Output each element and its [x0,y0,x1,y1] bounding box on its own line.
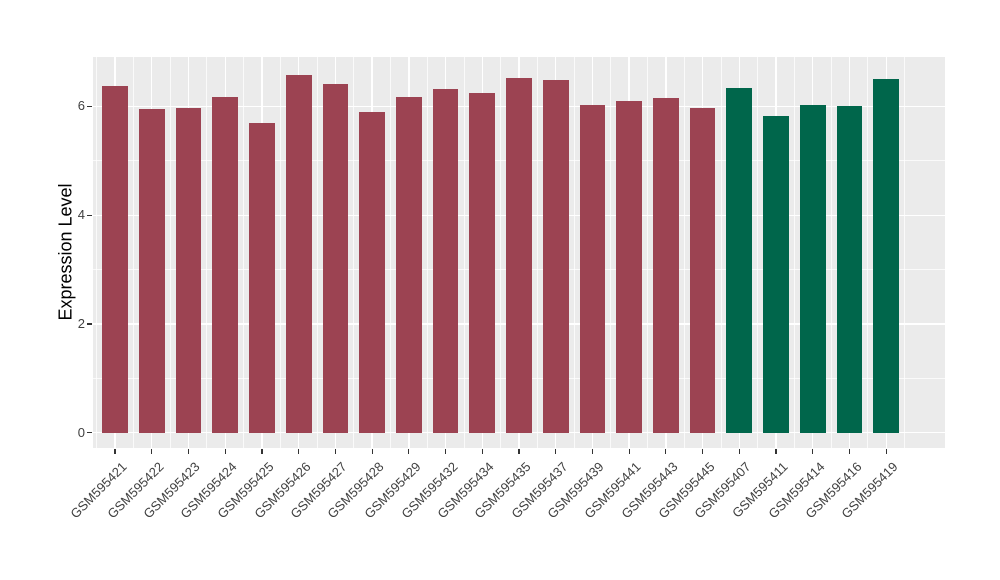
gridline-minor-x-5 [279,57,281,448]
bar-GSM595419 [873,78,900,433]
gridline-minor-x-19 [794,57,795,448]
y-tick-label-2: 2 [77,316,85,331]
gridline-minor-x-14 [610,57,612,448]
gridline-minor-x-21 [867,57,869,448]
x-tick-GSM595407 [738,449,740,454]
gridline-minor-x-17 [720,57,722,448]
bar-GSM595407 [726,87,753,433]
y-tick-label-6: 6 [77,98,85,114]
x-tick-GSM595414 [812,449,814,454]
bar-GSM595425 [249,123,275,433]
x-tick-label-GSM595419: GSM595419 [690,458,901,521]
bar-GSM595429 [395,96,422,433]
gridline-minor-x-22 [904,57,906,448]
x-tick-GSM595421 [114,449,116,454]
bar-GSM595411 [763,115,789,433]
x-tick-GSM595445 [702,449,704,454]
bar-GSM595424 [212,97,239,433]
x-tick-GSM595437 [555,449,557,454]
y-tick-label-0: 0 [77,424,85,440]
bar-GSM595437 [542,79,569,433]
bar-GSM595423 [175,107,202,433]
y-tick-label-4: 4 [77,207,85,223]
y-tick-0 [87,432,92,434]
x-tick-GSM595443 [665,449,667,454]
bar-GSM595428 [359,111,385,433]
gridline-minor-x-10 [463,57,465,448]
x-tick-GSM595428 [371,449,373,454]
bar-GSM595421 [102,85,128,433]
x-tick-GSM595423 [187,449,190,454]
x-tick-GSM595434 [481,449,483,454]
gridline-minor-x-0 [96,57,98,448]
gridline-minor-x-6 [316,57,318,448]
gridline-minor-x-18 [757,57,759,448]
gridline-minor-x-7 [353,57,355,448]
y-tick-6 [87,105,92,108]
x-tick-GSM595435 [518,449,520,454]
gridline-minor-x-11 [500,57,502,448]
gridline-minor-x-13 [573,57,575,448]
gridline-minor-x-8 [390,57,391,448]
bar-GSM595441 [616,100,643,433]
y-tick-2 [87,323,92,325]
gridline-minor-x-4 [243,57,245,448]
bar-GSM595416 [836,105,863,433]
gridline-minor-x-12 [536,57,538,448]
bar-GSM595435 [506,77,532,433]
bar-GSM595427 [322,83,349,433]
bar-GSM595432 [432,89,459,433]
y-tick-4 [87,214,92,216]
x-tick-label-text-GSM595419: GSM595419 [838,459,901,522]
gridline-minor-x-20 [830,57,832,448]
bar-GSM595445 [689,108,716,433]
bar-GSM595426 [285,74,312,433]
x-tick-GSM595427 [334,449,336,454]
x-tick-GSM595426 [298,449,300,454]
x-tick-GSM595422 [151,449,153,454]
bar-GSM595434 [469,93,496,433]
bar-GSM595414 [799,104,826,433]
gridline-minor-x-9 [426,57,428,448]
gridline-minor-x-1 [132,57,134,448]
x-tick-GSM595411 [775,449,777,454]
gridline-minor-x-3 [206,57,208,448]
y-axis-title: Expression Level [55,183,76,321]
x-tick-GSM595424 [224,449,226,454]
bar-GSM595439 [579,104,606,433]
bar-GSM595443 [653,97,679,433]
x-tick-GSM595416 [848,449,851,454]
gridline-minor-x-16 [683,57,685,448]
plot-panel [93,57,945,448]
x-tick-GSM595419 [885,449,887,454]
gridline-minor-x-15 [647,57,649,448]
x-tick-GSM595425 [261,449,263,454]
x-tick-GSM595432 [444,449,447,454]
bar-GSM595422 [138,109,165,433]
x-tick-GSM595441 [628,449,630,454]
gridline-minor-x-2 [169,57,171,448]
x-tick-GSM595429 [408,449,410,454]
x-tick-GSM595439 [591,449,594,454]
